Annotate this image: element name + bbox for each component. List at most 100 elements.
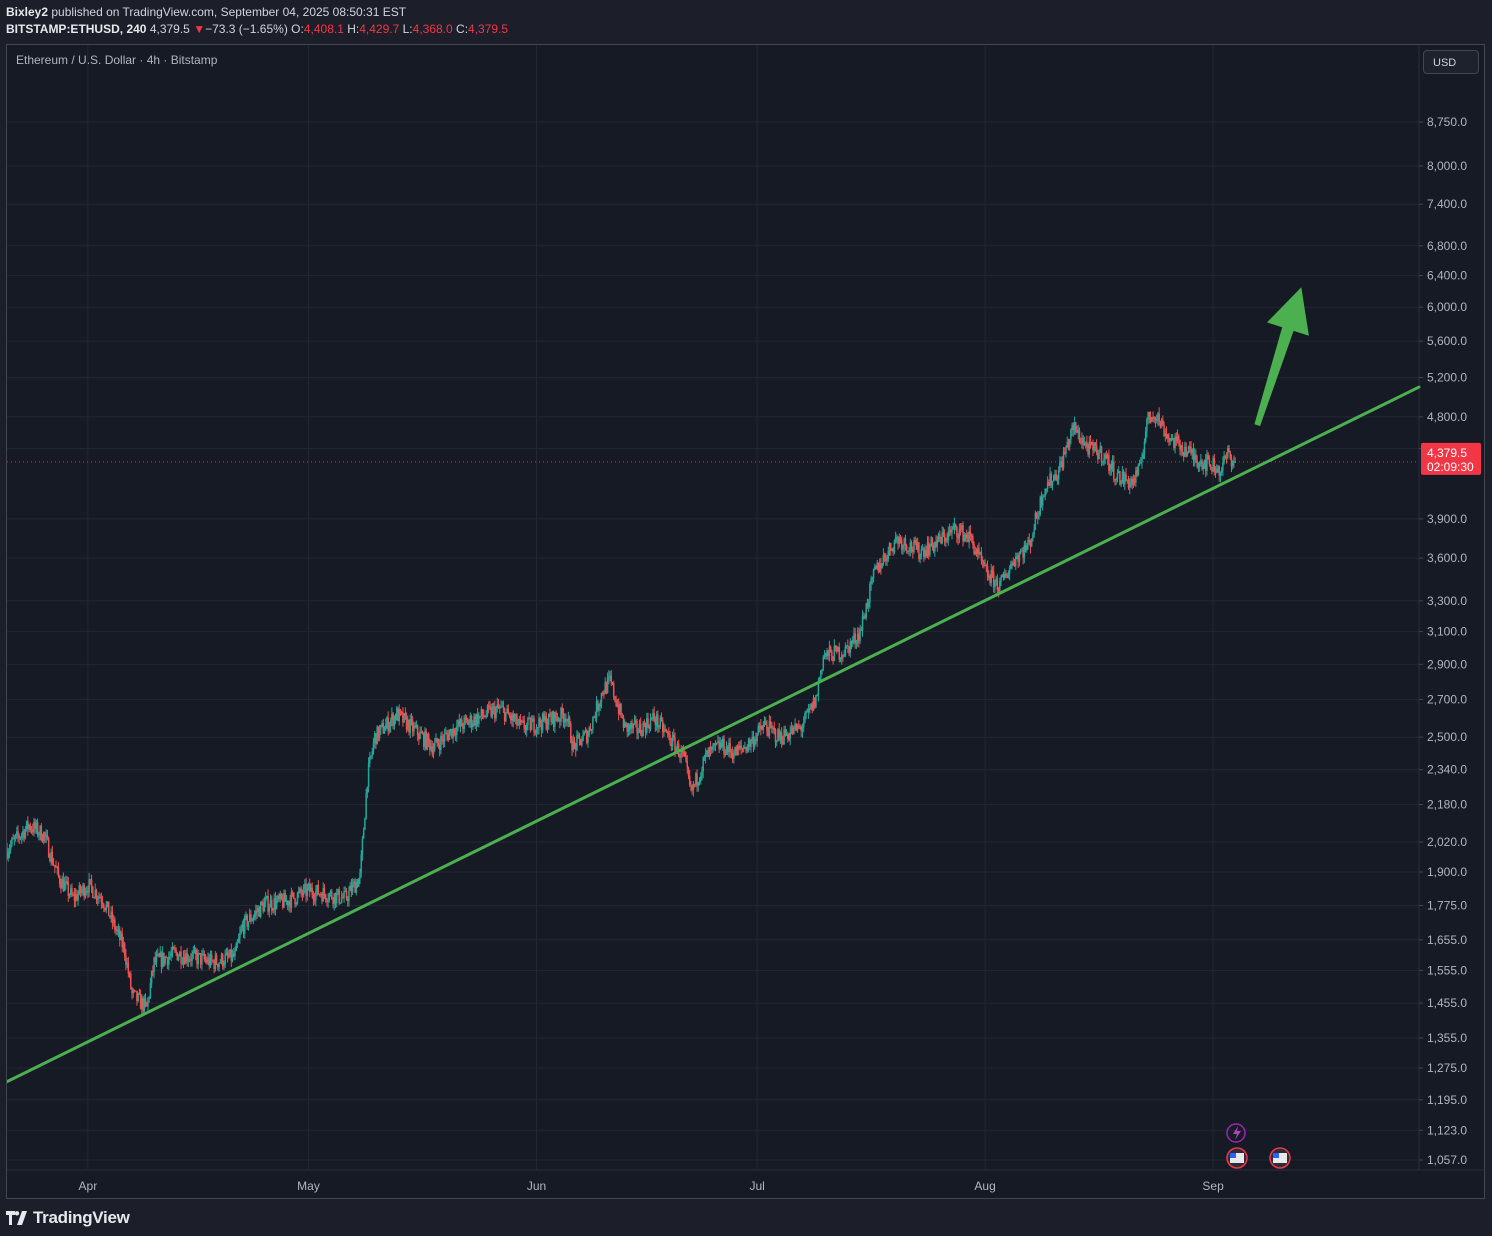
candle-body bbox=[1168, 438, 1170, 442]
candle-body bbox=[256, 910, 258, 913]
candle-body bbox=[1125, 474, 1127, 481]
candle-down bbox=[354, 877, 356, 893]
y-tick-label: 1,195.0 bbox=[1427, 1093, 1467, 1107]
candle-body bbox=[96, 898, 99, 900]
candle-up bbox=[844, 642, 847, 658]
candle-up bbox=[398, 704, 400, 726]
candle-down bbox=[641, 729, 643, 738]
candle-down bbox=[31, 823, 34, 836]
candle-down bbox=[397, 706, 399, 722]
candle-body bbox=[865, 603, 867, 618]
candle-down bbox=[723, 734, 725, 759]
candle-body bbox=[533, 718, 535, 733]
candle-up bbox=[865, 602, 867, 621]
candle-up bbox=[893, 539, 896, 555]
candle-body bbox=[420, 731, 423, 734]
candle-down bbox=[418, 732, 420, 745]
candle-up bbox=[191, 950, 193, 967]
candle-body bbox=[1202, 464, 1205, 470]
candle-up bbox=[468, 719, 470, 728]
candle-up bbox=[576, 729, 578, 752]
candle-down bbox=[66, 876, 68, 885]
candle-up bbox=[77, 890, 79, 906]
candle-down bbox=[387, 711, 389, 736]
candle-up bbox=[758, 722, 761, 733]
candle-body bbox=[176, 952, 179, 961]
candle-body bbox=[1211, 469, 1213, 472]
currency-button[interactable]: USD bbox=[1423, 50, 1479, 74]
candle-body bbox=[534, 732, 537, 734]
candle-body bbox=[198, 953, 201, 955]
candle-up bbox=[236, 938, 239, 949]
candle-up bbox=[896, 534, 898, 544]
candle-up bbox=[430, 739, 432, 752]
candle-body bbox=[604, 682, 606, 695]
candle-body bbox=[391, 713, 393, 721]
y-tick-label: 3,900.0 bbox=[1427, 512, 1467, 526]
candle-up bbox=[500, 700, 502, 709]
candle-down bbox=[1061, 455, 1064, 471]
candle-body bbox=[38, 834, 40, 836]
candle-body bbox=[572, 740, 575, 751]
candle-body bbox=[943, 534, 946, 542]
candle-body bbox=[729, 742, 731, 752]
candle-up bbox=[1174, 433, 1176, 454]
candle-up bbox=[750, 738, 752, 753]
candle-body bbox=[153, 957, 155, 972]
candle-down bbox=[1225, 452, 1228, 464]
candle-down bbox=[925, 545, 928, 558]
candle-body bbox=[50, 851, 52, 862]
candle-body bbox=[35, 822, 38, 829]
candle-body bbox=[144, 998, 147, 1003]
candle-body bbox=[932, 545, 935, 552]
candle-up bbox=[825, 652, 827, 660]
candle-body bbox=[1019, 551, 1022, 554]
candle-down bbox=[907, 550, 909, 555]
candle-up bbox=[820, 669, 822, 682]
candle-down bbox=[709, 740, 712, 757]
candle-up bbox=[202, 948, 204, 956]
candle-up bbox=[871, 576, 874, 585]
candle-body bbox=[970, 535, 973, 537]
candle-down bbox=[1029, 539, 1032, 554]
publisher-name[interactable]: Bixley2 bbox=[6, 5, 49, 19]
candle-up bbox=[785, 729, 788, 736]
candle-body bbox=[90, 879, 93, 887]
candle-body bbox=[1137, 465, 1140, 476]
candle-body bbox=[430, 746, 432, 750]
price-chart[interactable]: 8,750.08,000.07,400.06,800.06,400.06,000… bbox=[7, 45, 1484, 1198]
candle-body bbox=[747, 739, 750, 748]
candle-body bbox=[592, 717, 594, 730]
candle-up bbox=[711, 746, 713, 754]
candle-down bbox=[774, 728, 777, 748]
candle-body bbox=[760, 725, 762, 730]
candle-down bbox=[183, 949, 186, 966]
candle-up bbox=[219, 959, 222, 964]
candle-body bbox=[69, 888, 72, 895]
candle-up bbox=[56, 865, 59, 875]
candle-body bbox=[692, 784, 695, 791]
candle-body bbox=[457, 720, 459, 727]
candle-down bbox=[653, 706, 655, 723]
candle-body bbox=[128, 973, 131, 975]
candle-body bbox=[236, 942, 239, 944]
candle-down bbox=[12, 833, 14, 840]
candle-body bbox=[871, 577, 874, 579]
candle-body bbox=[372, 742, 375, 752]
candle-body bbox=[921, 548, 924, 550]
candle-body bbox=[197, 953, 199, 964]
candle-body bbox=[606, 677, 609, 693]
candle-body bbox=[554, 712, 556, 727]
candle-body bbox=[376, 726, 378, 745]
candle-down bbox=[502, 700, 505, 713]
candle-body bbox=[581, 740, 583, 746]
candle-body bbox=[644, 725, 647, 733]
candle-up bbox=[719, 737, 722, 751]
candle-down bbox=[175, 947, 177, 957]
candle-body bbox=[877, 562, 880, 572]
close-value: 4,379.5 bbox=[468, 22, 509, 36]
candle-body bbox=[706, 750, 708, 754]
candle-body bbox=[98, 896, 100, 899]
chart-panel[interactable]: 8,750.0 8,000.0 7,400.0 6,800.0 6,400.0 6,000… bbox=[6, 44, 1485, 1199]
candle-body bbox=[1037, 515, 1039, 519]
